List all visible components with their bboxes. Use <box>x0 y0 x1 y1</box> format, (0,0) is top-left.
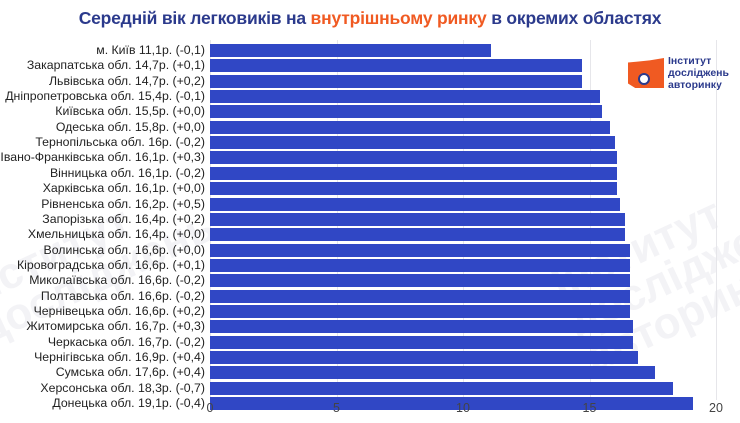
bar <box>210 320 633 334</box>
bar <box>210 212 625 226</box>
bar-row: Херсонська обл. 18,3р. (-0,7) <box>0 381 740 396</box>
bar-label: Харківська обл. 16,1р. (+0,0) <box>42 181 205 196</box>
gridline <box>716 40 717 400</box>
bar-row: Закарпатська обл. 14,7р. (+0,1) <box>0 58 740 73</box>
bar-label: м. Київ 11,1р. (-0,1) <box>96 43 205 57</box>
bar-label: Полтавська обл. 16,6р. (-0,2) <box>40 288 205 303</box>
bar <box>210 90 600 104</box>
bar-label: Чернівецька обл. 16,6р. (+0,2) <box>33 303 205 318</box>
bar-label: Львівська обл. 14,7р. (+0,2) <box>48 73 205 88</box>
x-tick-label: 5 <box>333 401 340 415</box>
bar-label: Дніпропетровська обл. 15,4р. (-0,1) <box>5 89 205 104</box>
bar-row: Харківська обл. 16,1р. (+0,0) <box>0 181 740 196</box>
bar <box>210 59 582 73</box>
bar <box>210 304 630 318</box>
bar-label: Тернопільська обл. 16р. (-0,2) <box>35 135 205 150</box>
bar-label: Одеська обл. 15,8р. (+0,0) <box>55 119 205 134</box>
bar <box>210 243 630 257</box>
bar <box>210 166 618 180</box>
bar-row: Житомирська обл. 16,7р. (+0,3) <box>0 319 740 334</box>
logo: Інститут досліджень авторинку <box>628 55 738 95</box>
bar-row: Вінницька обл. 16,1р. (-0,2) <box>0 166 740 181</box>
bar <box>210 289 630 303</box>
bar-label: Кіровоградська обл. 16,6р. (+0,1) <box>16 257 205 272</box>
bar-label: Чернігівська обл. 16,9р. (+0,4) <box>34 350 205 364</box>
bar-label: Хмельницька обл. 16,4р. (+0,0) <box>27 227 205 242</box>
bar-label: Київська обл. 15,5р. (+0,0) <box>55 104 205 119</box>
bar-label: Рівненська обл. 16,2р. (+0,5) <box>41 196 205 211</box>
bar <box>210 120 610 134</box>
bar-row: Тернопільська обл. 16р. (-0,2) <box>0 135 740 150</box>
bar-row: Запорізька обл. 16,4р. (+0,2) <box>0 212 740 227</box>
bar-label: Закарпатська обл. 14,7р. (+0,1) <box>26 58 205 73</box>
bar-row: Миколаївська обл. 16,6р. (-0,2) <box>0 273 740 288</box>
bar <box>210 366 656 380</box>
bar-row: Одеська обл. 15,8р. (+0,0) <box>0 120 740 135</box>
bar <box>210 105 603 119</box>
bar <box>210 136 615 150</box>
bar-row: Черкаська обл. 16,7р. (-0,2) <box>0 335 740 350</box>
x-tick-label: 15 <box>582 401 597 415</box>
bar <box>210 182 618 196</box>
bar <box>210 335 633 349</box>
bar <box>210 351 638 364</box>
bar-row: м. Київ 11,1р. (-0,1) <box>0 43 740 58</box>
bar <box>210 74 582 88</box>
bar-row: Хмельницька обл. 16,4р. (+0,0) <box>0 227 740 242</box>
bar-row: Сумська обл. 17,6р. (+0,4) <box>0 365 740 380</box>
logo-text: Інститут досліджень авторинку <box>668 55 729 91</box>
bar-row: Івано-Франківська обл. 16,1р. (+0,3) <box>0 150 740 165</box>
bar-label: Сумська обл. 17,6р. (+0,4) <box>55 365 205 380</box>
bar-row: Київська обл. 15,5р. (+0,0) <box>0 104 740 119</box>
title-highlight: внутрішньому ринку <box>310 8 487 28</box>
bar <box>210 44 491 57</box>
bar-row: Львівська обл. 14,7р. (+0,2) <box>0 74 740 89</box>
bar <box>210 381 673 395</box>
bar-label: Івано-Франківська обл. 16,1р. (+0,3) <box>0 150 205 165</box>
bar <box>210 151 618 165</box>
bar-label: Запорізька обл. 16,4р. (+0,2) <box>42 211 205 226</box>
bar-label: Вінницька обл. 16,1р. (-0,2) <box>49 165 205 180</box>
chart-title: Середній вік легковиків на внутрішньому … <box>78 8 662 28</box>
bar-row: Кіровоградська обл. 16,6р. (+0,1) <box>0 258 740 273</box>
bar-row: Волинська обл. 16,6р. (+0,0) <box>0 243 740 258</box>
bar-label: Миколаївська обл. 16,6р. (-0,2) <box>29 273 205 288</box>
bar <box>210 258 630 272</box>
bar-label: Донецька обл. 19,1р. (-0,4) <box>52 396 205 411</box>
pie-chart-icon <box>638 73 650 85</box>
bar-row: Чернівецька обл. 16,6р. (+0,2) <box>0 304 740 319</box>
x-tick-label: 20 <box>709 401 723 415</box>
bar <box>210 197 620 211</box>
bar-label: Херсонська обл. 18,3р. (-0,7) <box>40 380 205 395</box>
bar-row: Донецька обл. 19,1р. (-0,4) <box>0 396 740 411</box>
bar-label: Житомирська обл. 16,7р. (+0,3) <box>26 319 205 334</box>
bar-label: Волинська обл. 16,6р. (+0,0) <box>43 242 205 257</box>
bar <box>210 397 694 411</box>
bar <box>210 274 630 288</box>
bar-row: Полтавська обл. 16,6р. (-0,2) <box>0 289 740 304</box>
bar <box>210 228 625 242</box>
bar-row: Рівненська обл. 16,2р. (+0,5) <box>0 197 740 212</box>
bar-row: Чернігівська обл. 16,9р. (+0,4) <box>0 350 740 365</box>
bar-label: Черкаська обл. 16,7р. (-0,2) <box>47 334 205 349</box>
x-tick-label: 0 <box>206 401 214 415</box>
bar-row: Дніпропетровська обл. 15,4р. (-0,1) <box>0 89 740 104</box>
x-tick-label: 10 <box>456 401 470 415</box>
